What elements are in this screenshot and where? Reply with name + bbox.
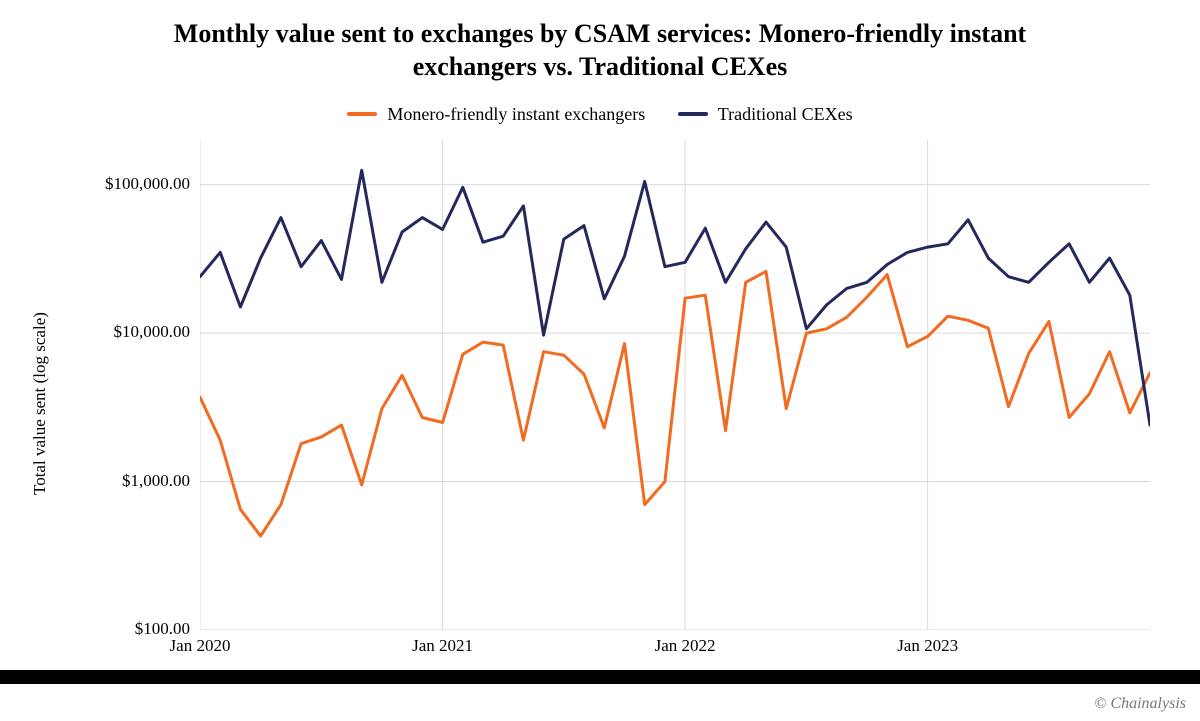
x-tick-label: Jan 2023 <box>897 636 958 656</box>
legend-label-cex: Traditional CEXes <box>718 104 853 125</box>
chart-container: Monthly value sent to exchanges by CSAM … <box>0 0 1200 721</box>
y-tick-label: $100,000.00 <box>105 174 190 194</box>
legend-swatch-monero <box>347 112 377 116</box>
legend: Monero-friendly instant exchangers Tradi… <box>0 100 1200 125</box>
chart-title-line1: Monthly value sent to exchanges by CSAM … <box>174 19 1026 81</box>
x-tick-label: Jan 2020 <box>170 636 231 656</box>
x-tick-label: Jan 2021 <box>412 636 473 656</box>
y-tick-label: $10,000.00 <box>114 322 191 342</box>
plot-area <box>200 140 1150 630</box>
footer-bar <box>0 670 1200 684</box>
y-tick-label: $1,000.00 <box>122 471 190 491</box>
y-axis-label: Total value sent (log scale) <box>30 312 50 495</box>
legend-item-cex: Traditional CEXes <box>678 104 853 125</box>
attribution: © Chainalysis <box>1094 695 1186 713</box>
legend-item-monero: Monero-friendly instant exchangers <box>347 104 645 125</box>
chart-title: Monthly value sent to exchanges by CSAM … <box>0 18 1200 83</box>
legend-swatch-cex <box>678 112 708 116</box>
legend-label-monero: Monero-friendly instant exchangers <box>387 104 645 125</box>
x-tick-label: Jan 2022 <box>655 636 716 656</box>
